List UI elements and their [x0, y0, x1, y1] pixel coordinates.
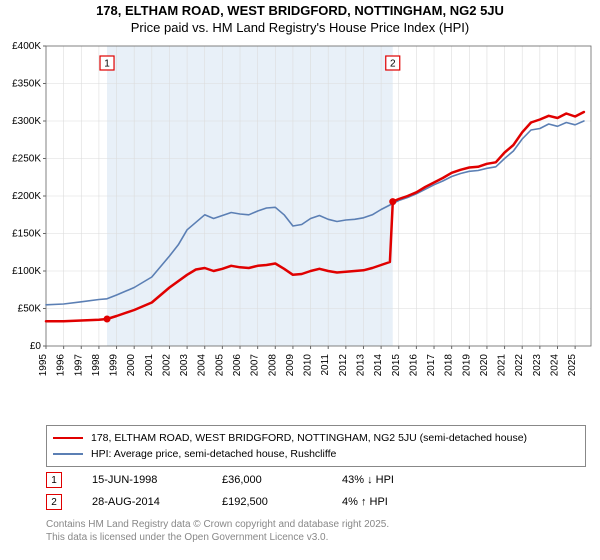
- x-tick-label: 2011: [320, 354, 331, 376]
- x-tick-label: 2005: [214, 354, 225, 377]
- marker-change: 4% ↑ HPI: [342, 496, 432, 508]
- y-tick-label: £300K: [12, 116, 41, 127]
- x-tick-label: 2009: [285, 354, 296, 377]
- legend-swatch: [53, 453, 83, 455]
- x-tick-label: 2017: [426, 354, 437, 377]
- x-tick-label: 1998: [91, 354, 102, 377]
- chart-title-main: 178, ELTHAM ROAD, WEST BRIDGFORD, NOTTIN…: [0, 3, 600, 18]
- y-tick-label: £50K: [18, 304, 42, 315]
- x-tick-label: 1995: [38, 354, 49, 377]
- y-tick-label: £400K: [12, 41, 41, 52]
- legend-swatch: [53, 437, 83, 440]
- chart-marker-badge-label: 2: [390, 59, 396, 70]
- legend-row: HPI: Average price, semi-detached house,…: [53, 446, 579, 462]
- sale-dot: [389, 198, 396, 205]
- y-tick-label: £350K: [12, 79, 41, 90]
- legend-label: HPI: Average price, semi-detached house,…: [91, 446, 336, 462]
- x-tick-label: 2000: [126, 354, 137, 377]
- x-tick-label: 2003: [179, 354, 190, 377]
- x-tick-label: 1996: [56, 354, 67, 377]
- marker-row: 1 15-JUN-1998 £36,000 43% ↓ HPI: [46, 472, 586, 488]
- footer-attribution: Contains HM Land Registry data © Crown c…: [46, 518, 586, 544]
- marker-badge: 2: [46, 494, 62, 510]
- x-tick-label: 2006: [232, 354, 243, 377]
- x-tick-label: 2001: [144, 354, 155, 377]
- marker-row: 2 28-AUG-2014 £192,500 4% ↑ HPI: [46, 494, 586, 510]
- y-tick-label: £150K: [12, 229, 41, 240]
- chart-marker-badge-label: 1: [104, 59, 110, 70]
- x-tick-label: 1997: [73, 354, 84, 377]
- x-tick-label: 2013: [355, 354, 366, 377]
- x-tick-label: 2012: [338, 354, 349, 377]
- sale-dot: [104, 316, 111, 323]
- x-tick-label: 2007: [250, 354, 261, 377]
- x-tick-label: 2024: [549, 354, 560, 377]
- footer-line-2: This data is licensed under the Open Gov…: [46, 531, 586, 544]
- chart-title-block: 178, ELTHAM ROAD, WEST BRIDGFORD, NOTTIN…: [0, 3, 600, 35]
- x-tick-label: 2010: [303, 354, 314, 377]
- marker-price: £192,500: [222, 496, 312, 508]
- x-tick-label: 2022: [514, 354, 525, 377]
- x-tick-label: 2025: [567, 354, 578, 377]
- marker-date: 15-JUN-1998: [92, 474, 192, 486]
- y-tick-label: £200K: [12, 191, 41, 202]
- sale-markers-table: 1 15-JUN-1998 £36,000 43% ↓ HPI 2 28-AUG-2014…: [46, 466, 586, 510]
- legend-box: 178, ELTHAM ROAD, WEST BRIDGFORD, NOTTIN…: [46, 425, 586, 467]
- x-tick-label: 2023: [532, 354, 543, 377]
- x-tick-label: 2008: [267, 354, 278, 377]
- x-tick-label: 2021: [497, 354, 508, 377]
- x-tick-label: 1999: [109, 354, 120, 377]
- marker-date: 28-AUG-2014: [92, 496, 192, 508]
- x-tick-label: 2019: [461, 354, 472, 377]
- x-tick-label: 2015: [391, 354, 402, 377]
- x-tick-label: 2014: [373, 354, 384, 377]
- legend-label: 178, ELTHAM ROAD, WEST BRIDGFORD, NOTTIN…: [91, 430, 527, 446]
- y-tick-label: £250K: [12, 154, 41, 165]
- marker-badge: 1: [46, 472, 62, 488]
- price-hpi-chart: £0 £50K £100K £150K £200K £250K £300K £350K £400…: [0, 38, 600, 418]
- x-tick-label: 2002: [161, 354, 172, 377]
- x-tick-label: 2020: [479, 354, 490, 377]
- x-tick-label: 2018: [444, 354, 455, 377]
- marker-change: 43% ↓ HPI: [342, 474, 432, 486]
- y-tick-label: £100K: [12, 266, 41, 277]
- footer-line-1: Contains HM Land Registry data © Crown c…: [46, 518, 586, 531]
- x-tick-label: 2004: [197, 354, 208, 377]
- chart-title-sub: Price paid vs. HM Land Registry's House …: [0, 20, 600, 35]
- marker-price: £36,000: [222, 474, 312, 486]
- y-tick-label: £0: [30, 341, 42, 352]
- x-tick-label: 2016: [408, 354, 419, 377]
- legend-row: 178, ELTHAM ROAD, WEST BRIDGFORD, NOTTIN…: [53, 430, 579, 446]
